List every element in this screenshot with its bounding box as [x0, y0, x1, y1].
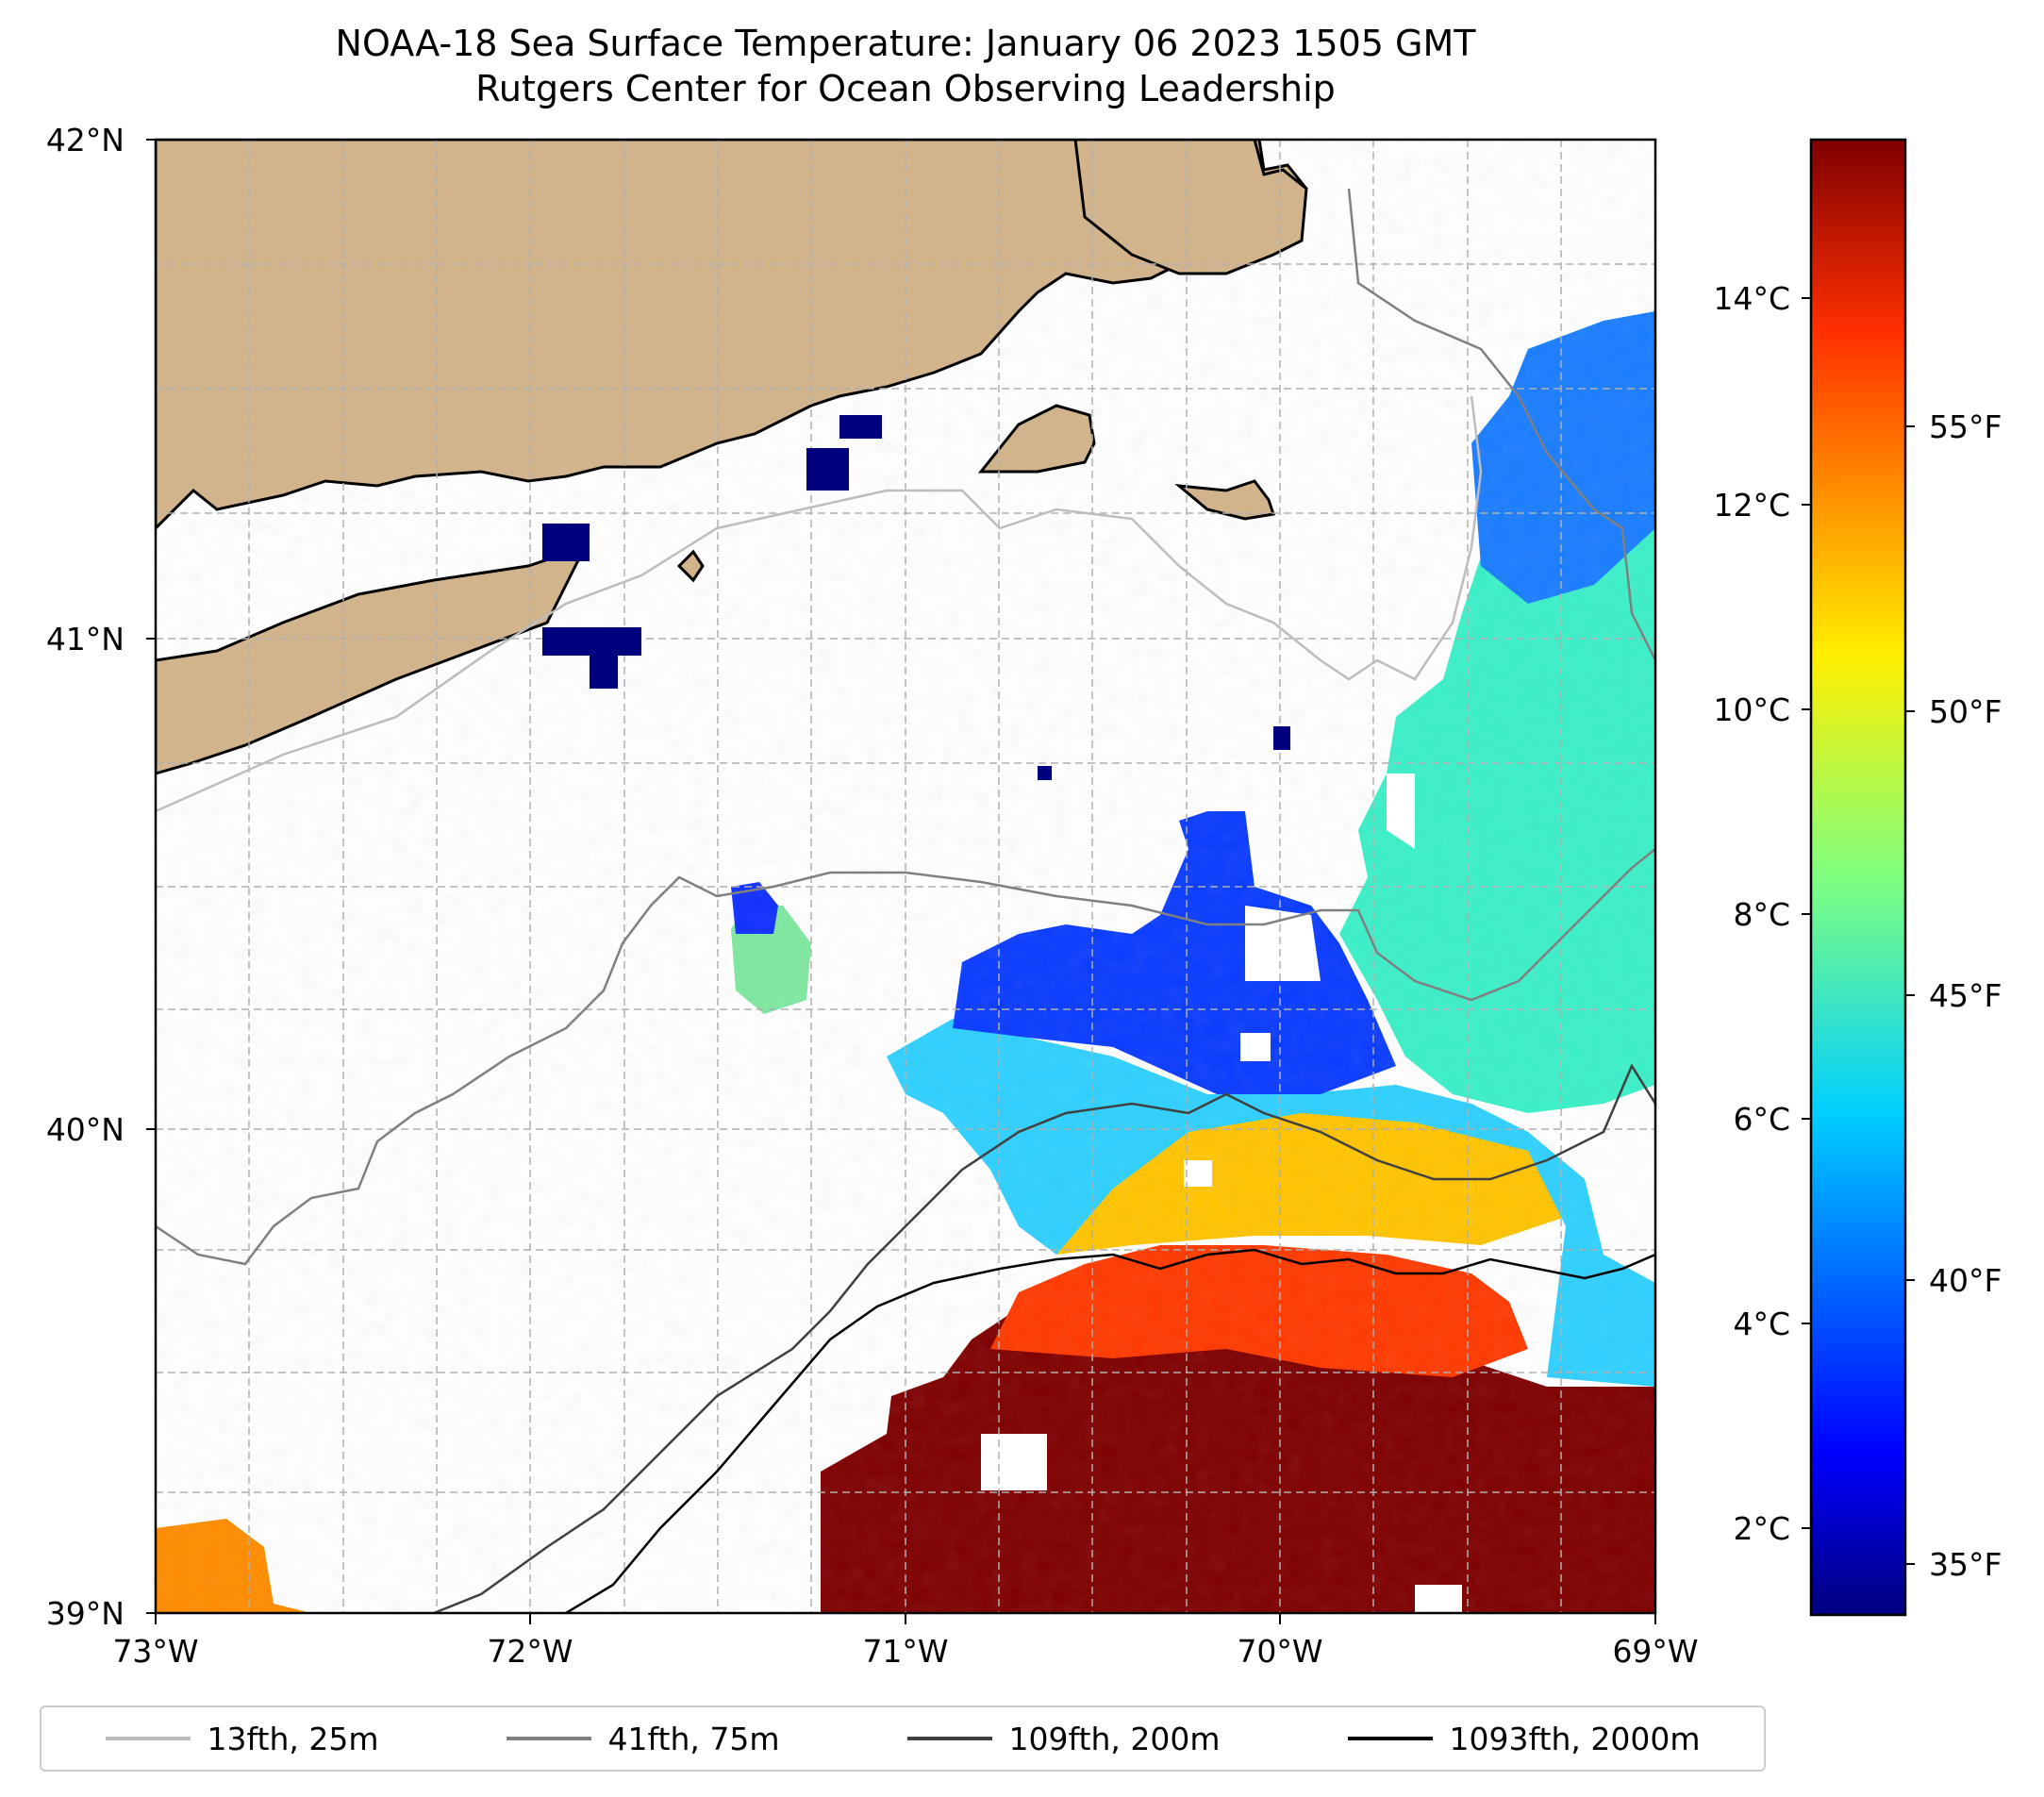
- gridlines: [156, 140, 1655, 1613]
- colorbar-f-35: 35°F: [1929, 1546, 2002, 1583]
- legend-item-75m: 41fth, 75m: [506, 1720, 780, 1757]
- legend-item-25m: 13fth, 25m: [105, 1720, 379, 1757]
- colorbar-c-2: 2°C: [1733, 1510, 1790, 1547]
- lon-tick-72: 72°W: [487, 1633, 573, 1670]
- lon-tick-69: 69°W: [1612, 1633, 1698, 1670]
- axis-ticks: [146, 139, 1656, 1624]
- land-nantucket: [1174, 479, 1275, 521]
- colorbar-gradient: [1809, 138, 1907, 1617]
- legend-item-200m: 109fth, 200m: [906, 1720, 1221, 1757]
- legend-swatch-200m: [906, 1737, 992, 1740]
- colorbar-f-40: 40°F: [1929, 1262, 2002, 1299]
- colorbar-c-8: 8°C: [1733, 896, 1790, 933]
- colorbar-c-4: 4°C: [1733, 1306, 1790, 1342]
- colorbar-c-6: 6°C: [1733, 1101, 1790, 1138]
- colorbar-f-50: 50°F: [1929, 693, 2002, 730]
- land: [156, 140, 1308, 775]
- isobath-75m-east: [1347, 188, 1655, 661]
- lat-tick-42: 42°N: [46, 122, 125, 158]
- colorbar-c-10: 10°C: [1713, 691, 1790, 728]
- legend-swatch-75m: [506, 1737, 591, 1740]
- lat-tick-39: 39°N: [46, 1595, 125, 1632]
- map-plot-area: [156, 140, 1655, 1613]
- legend-label-2000m: 1093fth, 2000m: [1449, 1720, 1701, 1757]
- isobaths: [156, 188, 1655, 1613]
- isobath-legend: 13fth, 25m 41fth, 75m 109fth, 200m 1093f…: [40, 1705, 1766, 1772]
- colorbar-c-12: 12°C: [1713, 487, 1790, 524]
- legend-item-2000m: 1093fth, 2000m: [1347, 1720, 1701, 1757]
- land-long-island: [156, 544, 588, 775]
- isobath-75m: [156, 848, 1655, 1266]
- title-line-2: Rutgers Center for Ocean Observing Leade…: [475, 68, 1336, 109]
- land-block-island: [676, 549, 705, 583]
- lon-tick-71: 71°W: [862, 1633, 948, 1670]
- colorbar-f-55: 55°F: [1929, 408, 2002, 445]
- legend-label-25m: 13fth, 25m: [207, 1720, 379, 1757]
- lon-tick-73: 73°W: [112, 1633, 198, 1670]
- colorbar: 14°C 12°C 10°C 8°C 6°C 4°C 2°C 55°F 50°F…: [1713, 138, 2002, 1617]
- isobath-2000m: [565, 1248, 1655, 1613]
- map-title: NOAA-18 Sea Surface Temperature: January…: [0, 21, 1811, 111]
- legend-label-75m: 41fth, 75m: [607, 1720, 780, 1757]
- legend-swatch-25m: [105, 1737, 191, 1740]
- colorbar-c-14: 14°C: [1713, 280, 1790, 317]
- land-cape-cod: [1073, 140, 1308, 275]
- lat-tick-40: 40°N: [46, 1111, 125, 1148]
- legend-label-200m: 109fth, 200m: [1008, 1720, 1221, 1757]
- title-line-1: NOAA-18 Sea Surface Temperature: January…: [335, 23, 1476, 64]
- colorbar-f-45: 45°F: [1929, 977, 2002, 1014]
- isobath-25m: [156, 395, 1483, 813]
- legend-swatch-2000m: [1347, 1737, 1433, 1740]
- lon-tick-70: 70°W: [1237, 1633, 1322, 1670]
- sst-coastal-cold: [542, 415, 1290, 780]
- lat-tick-41: 41°N: [46, 621, 125, 657]
- sst-map: 42°N 41°N 40°N 39°N 73°W 72°W 71°W 70°W …: [46, 122, 2002, 1670]
- isobath-200m: [433, 1063, 1655, 1613]
